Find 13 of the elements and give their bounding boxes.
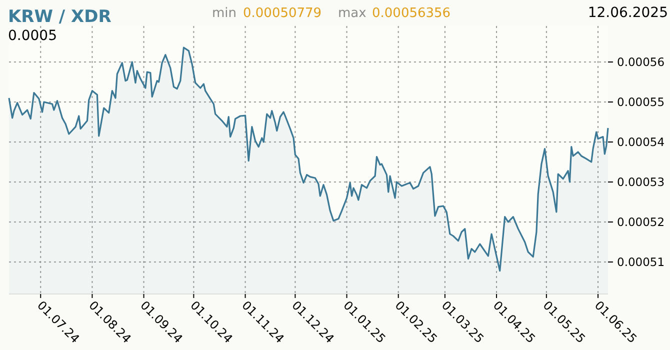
y-tick-label: 0.00056 — [617, 55, 665, 70]
y-tick-label: 0.00053 — [617, 175, 665, 190]
y-tick-label: 0.00055 — [617, 95, 665, 110]
text: max — [338, 6, 367, 21]
annotation: 0.0005 — [8, 28, 57, 44]
y-tick-label: 0.00054 — [617, 135, 665, 150]
text: 0.00050779 — [243, 6, 322, 21]
y-tick-label: 0.00051 — [617, 255, 665, 270]
text: min — [212, 6, 237, 21]
text: 12.06.2025 — [588, 5, 668, 21]
chart-title: KRW / XDR — [8, 7, 112, 27]
text: 0.00056356 — [372, 6, 451, 21]
y-tick-label: 0.00052 — [617, 215, 665, 230]
